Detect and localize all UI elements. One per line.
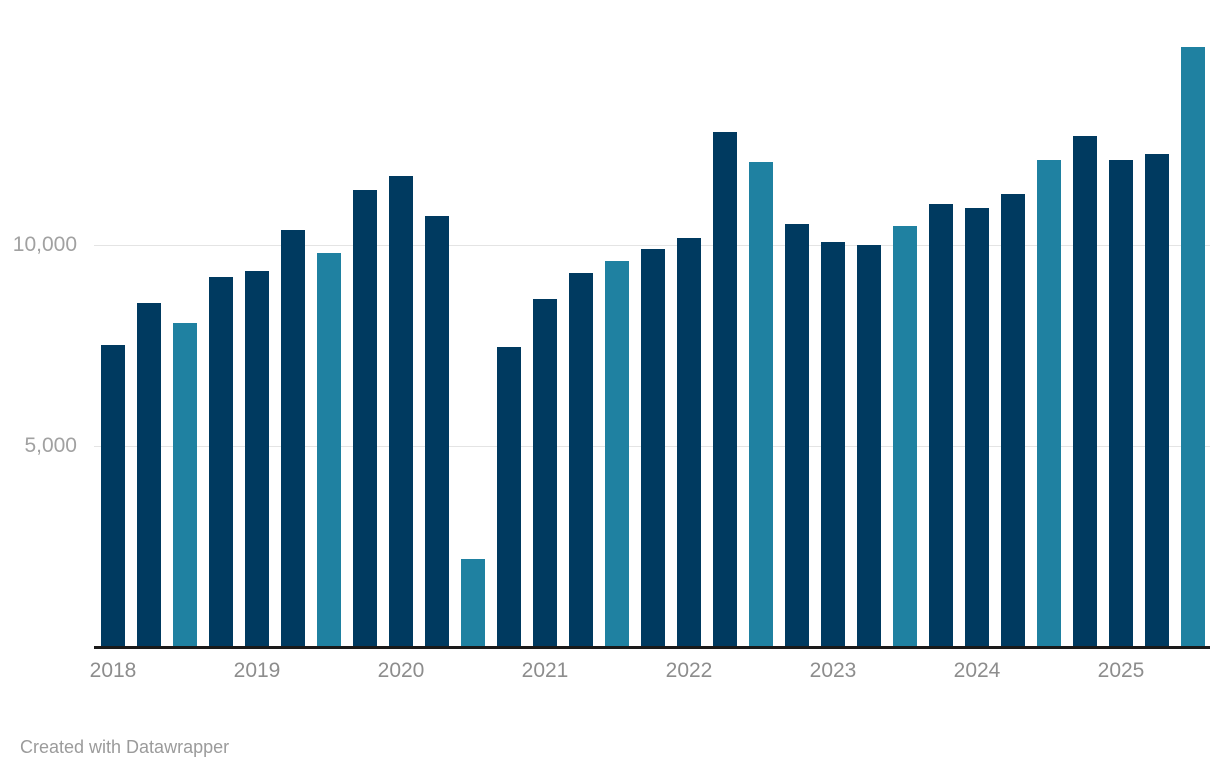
bar-2018-q2[interactable] bbox=[137, 303, 161, 648]
bar-2024-q2[interactable] bbox=[1001, 194, 1025, 648]
bar-2019-q4[interactable] bbox=[353, 190, 377, 648]
x-axis-tick-label: 2023 bbox=[809, 659, 857, 682]
x-axis-line bbox=[94, 646, 1210, 649]
bar-2022-q2[interactable] bbox=[713, 132, 737, 648]
bar-2025-q3[interactable] bbox=[1181, 47, 1205, 648]
bar-2021-q1[interactable] bbox=[533, 299, 557, 648]
bar-2018-q1[interactable] bbox=[101, 345, 125, 648]
bar-2024-q4[interactable] bbox=[1073, 136, 1097, 648]
y-axis-tick-label: 10,000 bbox=[12, 232, 77, 256]
bar-2020-q2[interactable] bbox=[425, 216, 449, 648]
bar-2021-q3[interactable] bbox=[605, 261, 629, 648]
bar-2024-q1[interactable] bbox=[965, 208, 989, 648]
gridline-10000 bbox=[94, 244, 1210, 246]
bar-2023-q2[interactable] bbox=[857, 245, 881, 648]
x-axis-tick-label: 2024 bbox=[953, 659, 1001, 682]
x-axis-tick-label: 2025 bbox=[1097, 659, 1145, 682]
bar-2020-q4[interactable] bbox=[497, 347, 521, 648]
bar-2019-q2[interactable] bbox=[281, 230, 305, 648]
y-axis-tick-label: 5,000 bbox=[24, 434, 77, 458]
bar-2020-q3[interactable] bbox=[461, 559, 485, 648]
bar-2018-q3[interactable] bbox=[173, 323, 197, 648]
bar-2023-q1[interactable] bbox=[821, 242, 845, 648]
bar-2019-q3[interactable] bbox=[317, 253, 341, 648]
x-axis-tick-label: 2020 bbox=[377, 659, 425, 682]
bar-2022-q4[interactable] bbox=[785, 224, 809, 648]
x-axis-tick-label: 2021 bbox=[521, 659, 569, 682]
bar-2021-q2[interactable] bbox=[569, 273, 593, 648]
datawrapper-credit: Created with Datawrapper bbox=[20, 737, 230, 757]
bar-2018-q4[interactable] bbox=[209, 277, 233, 648]
bar-2022-q1[interactable] bbox=[677, 238, 701, 648]
bar-2025-q2[interactable] bbox=[1145, 154, 1169, 648]
x-axis-tick-label: 2018 bbox=[89, 659, 137, 682]
bar-2022-q3[interactable] bbox=[749, 162, 773, 648]
x-axis-tick-label: 2019 bbox=[233, 659, 281, 682]
bar-2024-q3[interactable] bbox=[1037, 160, 1061, 648]
x-axis-tick-label: 2022 bbox=[665, 659, 713, 682]
bar-2025-q1[interactable] bbox=[1109, 160, 1133, 648]
bar-2023-q3[interactable] bbox=[893, 226, 917, 648]
bar-2019-q1[interactable] bbox=[245, 271, 269, 648]
bar-2023-q4[interactable] bbox=[929, 204, 953, 648]
bar-2020-q1[interactable] bbox=[389, 176, 413, 648]
bar-2021-q4[interactable] bbox=[641, 249, 665, 648]
